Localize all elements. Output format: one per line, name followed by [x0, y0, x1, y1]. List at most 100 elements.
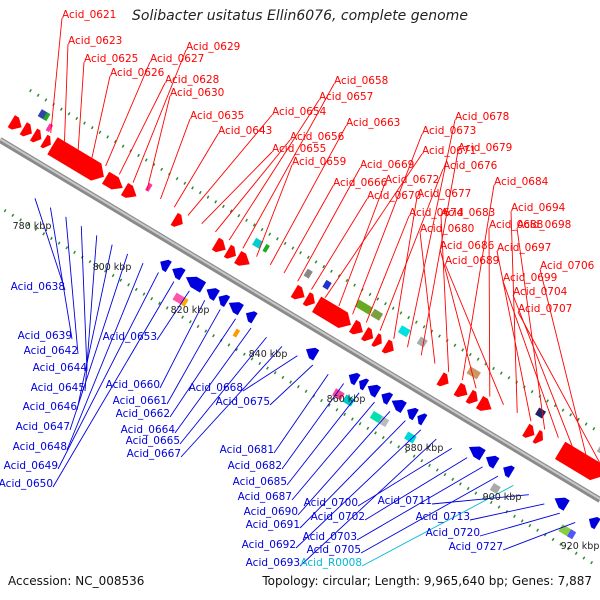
forward-gene-arrow[interactable]	[349, 319, 363, 335]
forward-gene-arrow[interactable]	[170, 212, 183, 227]
gene-label[interactable]: Acid_0673	[422, 125, 476, 137]
feature-block[interactable]	[416, 336, 428, 348]
gene-label[interactable]: Acid_0704	[513, 286, 568, 298]
forward-gene-arrow[interactable]	[555, 441, 600, 481]
gene-label[interactable]: Acid_0720	[426, 527, 480, 539]
reverse-gene-arrow[interactable]	[348, 372, 361, 386]
gene-label[interactable]: Acid_0635	[190, 110, 244, 122]
feature-block[interactable]	[181, 297, 189, 307]
gene-label[interactable]: Acid_0687	[238, 491, 292, 503]
gene-label[interactable]: Acid_0657	[319, 91, 373, 103]
gene-label[interactable]: Acid_0659	[292, 156, 346, 168]
feature-block[interactable]	[42, 112, 51, 122]
reverse-gene-arrow[interactable]	[503, 465, 515, 478]
feature-block[interactable]	[596, 445, 600, 455]
forward-gene-arrow[interactable]	[120, 183, 137, 198]
gene-label[interactable]: Acid_0642	[24, 345, 78, 357]
gene-label[interactable]: Acid_0706	[540, 260, 595, 272]
reverse-gene-arrow[interactable]	[486, 455, 500, 469]
reverse-gene-arrow[interactable]	[245, 311, 258, 324]
gene-label[interactable]: Acid_0646	[23, 401, 78, 413]
gene-label[interactable]: Acid_0661	[113, 395, 167, 407]
gene-label[interactable]: Acid_0627	[150, 53, 204, 65]
gene-label[interactable]: Acid_0626	[110, 67, 165, 79]
forward-gene-arrow[interactable]	[453, 382, 468, 398]
gene-label[interactable]: Acid_0727	[449, 541, 503, 553]
gene-label[interactable]: Acid_0653	[103, 331, 157, 343]
forward-gene-arrow[interactable]	[522, 423, 535, 438]
gene-label[interactable]: Acid_0629	[186, 41, 240, 53]
feature-block[interactable]	[232, 328, 241, 338]
forward-gene-arrow[interactable]	[381, 339, 394, 354]
gene-label[interactable]: Acid_0656	[290, 131, 345, 143]
gene-label[interactable]: Acid_0658	[334, 75, 388, 87]
forward-gene-arrow[interactable]	[211, 237, 226, 253]
gene-label[interactable]: Acid_0625	[84, 53, 138, 65]
reverse-gene-arrow[interactable]	[381, 392, 394, 405]
forward-gene-arrow[interactable]	[475, 396, 492, 411]
feature-block[interactable]	[404, 431, 417, 444]
gene-label[interactable]: Acid_0643	[218, 125, 272, 137]
gene-label[interactable]: Acid_0647	[16, 421, 70, 433]
gene-label[interactable]: Acid_0654	[272, 106, 327, 118]
reverse-gene-arrow[interactable]	[185, 276, 207, 293]
gene-label[interactable]: Acid_0711	[378, 495, 432, 507]
forward-gene-arrow[interactable]	[102, 171, 123, 190]
gene-label[interactable]: Acid_0674	[409, 207, 464, 219]
reverse-gene-arrow[interactable]	[172, 267, 186, 281]
reverse-gene-arrow[interactable]	[228, 302, 244, 316]
gene-label[interactable]: Acid_0707	[518, 303, 572, 315]
feature-block[interactable]	[466, 366, 481, 380]
gene-label[interactable]: Acid_0702	[311, 511, 365, 523]
gene-label[interactable]: Acid_0681	[220, 444, 274, 456]
gene-label[interactable]: Acid_0623	[68, 35, 122, 47]
gene-label[interactable]: Acid_0628	[165, 74, 219, 86]
gene-label[interactable]: Acid_0639	[18, 330, 72, 342]
gene-label[interactable]: Acid_0672	[385, 174, 439, 186]
gene-label[interactable]: Acid_0685	[233, 476, 287, 488]
feature-block[interactable]	[355, 299, 373, 315]
gene-label[interactable]: Acid_0663	[346, 117, 400, 129]
gene-label[interactable]: Acid_0703	[303, 531, 357, 543]
gene-label[interactable]: Acid_0679	[458, 142, 512, 154]
gene-label[interactable]: Acid_0675	[216, 396, 270, 408]
forward-gene-arrow[interactable]	[223, 244, 236, 259]
forward-gene-arrow[interactable]	[302, 292, 315, 307]
gene-label[interactable]: Acid_0638	[11, 281, 65, 293]
forward-gene-arrow[interactable]	[234, 251, 250, 266]
gene-label[interactable]: Acid_0671	[422, 145, 476, 157]
gene-label[interactable]: Acid_0644	[33, 362, 88, 374]
reverse-gene-arrow[interactable]	[468, 446, 486, 461]
forward-gene-arrow[interactable]	[7, 115, 22, 130]
reverse-gene-arrow[interactable]	[417, 413, 428, 426]
reverse-gene-arrow[interactable]	[206, 288, 220, 301]
feature-block[interactable]	[322, 279, 332, 290]
gene-label[interactable]: Acid_0668	[189, 382, 243, 394]
gene-label[interactable]: Acid_0650	[0, 478, 53, 490]
gene-label[interactable]: Acid_0680	[420, 223, 474, 235]
gene-label[interactable]: Acid_0665	[126, 435, 180, 447]
gene-label[interactable]: Acid_0645	[31, 382, 85, 394]
reverse-gene-arrow[interactable]	[306, 347, 320, 361]
gene-label[interactable]: Acid_0621	[62, 9, 116, 21]
feature-block[interactable]	[332, 388, 345, 401]
gene-label[interactable]: Acid_0697	[497, 242, 551, 254]
gene-label[interactable]: Acid_0691	[246, 519, 300, 531]
gene-label[interactable]: Acid_0676	[443, 160, 498, 172]
reverse-gene-arrow[interactable]	[391, 399, 407, 413]
reverse-gene-arrow[interactable]	[359, 378, 370, 391]
gene-label[interactable]: Acid_0666	[333, 177, 388, 189]
gene-label[interactable]: Acid_0662	[116, 408, 170, 420]
gene-label[interactable]: Acid_0660	[106, 379, 160, 391]
forward-gene-arrow[interactable]	[47, 137, 104, 181]
forward-gene-arrow[interactable]	[361, 327, 374, 342]
forward-gene-arrow[interactable]	[19, 122, 32, 137]
gene-label[interactable]: Acid_0649	[4, 460, 58, 472]
gene-label[interactable]: Acid_0688	[489, 219, 543, 231]
feature-block[interactable]	[378, 416, 390, 428]
feature-block[interactable]	[262, 243, 270, 253]
gene-label[interactable]: Acid_0690	[244, 506, 298, 518]
gene-label[interactable]: Acid_0648	[13, 441, 67, 453]
feature-block[interactable]	[370, 308, 384, 321]
